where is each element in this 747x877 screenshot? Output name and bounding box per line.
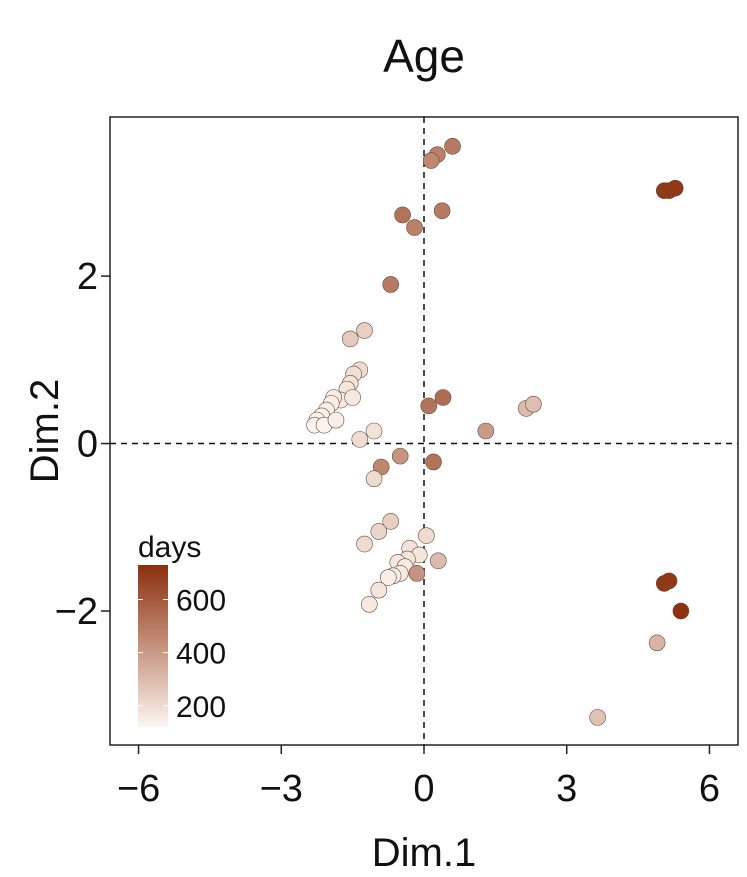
y-axis-label: Dim.2 bbox=[23, 379, 67, 483]
data-point bbox=[327, 411, 345, 429]
data-point bbox=[391, 447, 409, 465]
x-tick-label: 6 bbox=[699, 768, 720, 810]
data-point bbox=[356, 322, 373, 339]
x-tick-label: −3 bbox=[260, 768, 303, 810]
data-point bbox=[382, 513, 399, 530]
data-point bbox=[360, 596, 378, 613]
data-point bbox=[380, 569, 397, 586]
data-point bbox=[420, 397, 438, 415]
y-tick-label: −2 bbox=[55, 591, 98, 633]
data-point bbox=[341, 330, 359, 348]
y-axis: −2 0 2 bbox=[55, 256, 110, 633]
legend-tick-label: 600 bbox=[176, 585, 226, 618]
data-point bbox=[418, 527, 435, 544]
data-point bbox=[365, 470, 383, 488]
data-point bbox=[429, 552, 447, 570]
data-point bbox=[370, 523, 388, 540]
data-points bbox=[306, 138, 690, 726]
data-point bbox=[370, 581, 388, 599]
data-point bbox=[394, 206, 411, 224]
chart-title: Age bbox=[383, 30, 465, 82]
legend-tick-label: 400 bbox=[176, 638, 226, 671]
data-point bbox=[660, 572, 678, 590]
data-point bbox=[666, 179, 684, 197]
data-point bbox=[406, 219, 423, 236]
data-point bbox=[344, 389, 361, 406]
legend-tick-label: 200 bbox=[176, 691, 226, 724]
data-point bbox=[356, 535, 373, 553]
data-point bbox=[589, 709, 606, 726]
x-tick-label: 3 bbox=[556, 768, 577, 810]
y-tick-label: 2 bbox=[77, 256, 98, 298]
data-point bbox=[525, 395, 542, 413]
color-legend: days 200 400 600 bbox=[138, 531, 226, 727]
x-axis: −6 −3 0 3 6 bbox=[117, 745, 720, 810]
x-axis-label: Dim.1 bbox=[372, 831, 476, 875]
data-point bbox=[351, 431, 369, 448]
data-point bbox=[434, 389, 452, 406]
data-point bbox=[382, 276, 399, 293]
x-tick-label: 0 bbox=[413, 768, 434, 810]
data-point bbox=[433, 202, 451, 220]
data-point bbox=[477, 422, 495, 440]
legend-color-bar bbox=[138, 565, 168, 727]
legend-ticks: 200 400 600 bbox=[138, 585, 226, 724]
x-tick-label: −6 bbox=[117, 768, 160, 810]
data-point bbox=[648, 634, 666, 652]
data-point bbox=[365, 422, 383, 440]
data-point bbox=[425, 453, 442, 471]
legend-title: days bbox=[138, 531, 201, 564]
data-point bbox=[672, 602, 690, 620]
data-point bbox=[422, 152, 440, 169]
y-tick-label: 0 bbox=[77, 424, 98, 466]
data-point bbox=[408, 565, 426, 582]
data-point bbox=[444, 138, 461, 155]
